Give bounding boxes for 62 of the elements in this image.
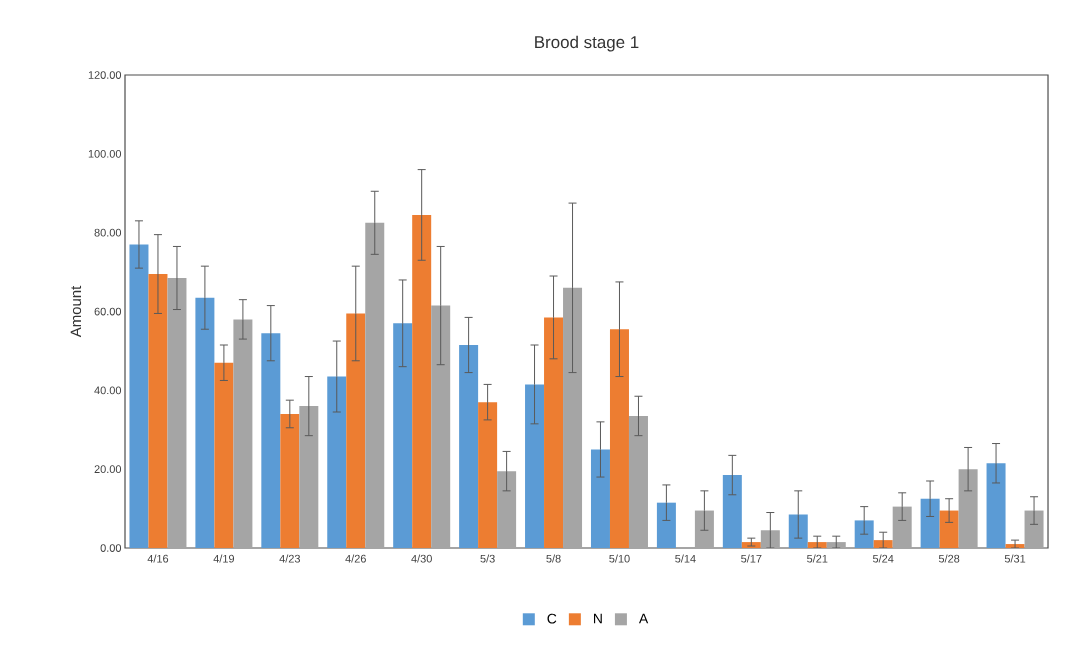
x-tick-label: 5/3 <box>480 554 495 563</box>
bar <box>346 313 366 548</box>
x-tick-label: 4/26 <box>345 554 366 563</box>
bar <box>590 449 610 548</box>
y-tick-label: 40.00 <box>94 386 122 395</box>
y-axis-title: Amount <box>70 285 82 338</box>
x-tick-label: 4/30 <box>411 554 432 563</box>
x-tick-label: 4/19 <box>213 554 235 563</box>
bar <box>1024 510 1044 548</box>
bar <box>563 287 583 548</box>
legend-label: C <box>547 613 557 624</box>
y-tick-label: 120.00 <box>88 71 122 79</box>
bar <box>167 277 187 548</box>
bar <box>958 469 978 548</box>
y-tick-label: 80.00 <box>94 228 122 237</box>
bar <box>261 333 281 548</box>
x-tick-label: 5/10 <box>609 554 630 563</box>
legend-label: N <box>593 613 602 624</box>
x-tick-label: 5/21 <box>807 554 828 563</box>
bar <box>129 244 149 548</box>
bar <box>873 540 893 548</box>
x-tick-label: 5/31 <box>1004 554 1026 563</box>
x-tick-label: 5/28 <box>938 554 960 563</box>
bar <box>722 475 742 548</box>
bar <box>327 376 347 548</box>
bar <box>233 319 253 548</box>
x-tick-label: 5/14 <box>675 554 696 563</box>
x-tick-label: 4/16 <box>147 554 169 563</box>
bar <box>431 305 451 548</box>
chart-title: Brood stage 1 <box>535 35 639 52</box>
bar <box>986 463 1006 548</box>
bar <box>525 384 545 548</box>
bar <box>148 274 168 548</box>
bar <box>920 498 940 548</box>
y-tick-label: 20.00 <box>94 465 122 474</box>
y-tick-label: 60.00 <box>94 307 122 316</box>
bar <box>939 510 959 548</box>
bar <box>609 329 629 548</box>
bar <box>459 345 479 548</box>
bar <box>628 415 648 548</box>
bar <box>393 323 413 548</box>
bar <box>544 317 564 548</box>
bar <box>412 214 432 548</box>
x-tick-label: 5/8 <box>546 554 561 563</box>
bar <box>365 222 385 548</box>
bar <box>478 402 498 548</box>
bar <box>656 502 676 548</box>
bar <box>195 297 215 548</box>
x-tick-label: 5/24 <box>872 554 894 563</box>
bar <box>892 506 912 548</box>
bar <box>497 471 517 548</box>
bar <box>280 413 300 548</box>
x-tick-label: 4/23 <box>279 554 300 563</box>
y-tick-label: 100.00 <box>88 149 122 158</box>
bar <box>299 406 319 548</box>
x-tick-label: 5/17 <box>741 554 762 563</box>
bar <box>214 362 234 548</box>
legend-label: A <box>638 613 649 624</box>
bar <box>854 520 874 548</box>
bar <box>826 542 846 548</box>
y-tick-label: 0.00 <box>100 544 122 552</box>
bar <box>807 542 827 548</box>
